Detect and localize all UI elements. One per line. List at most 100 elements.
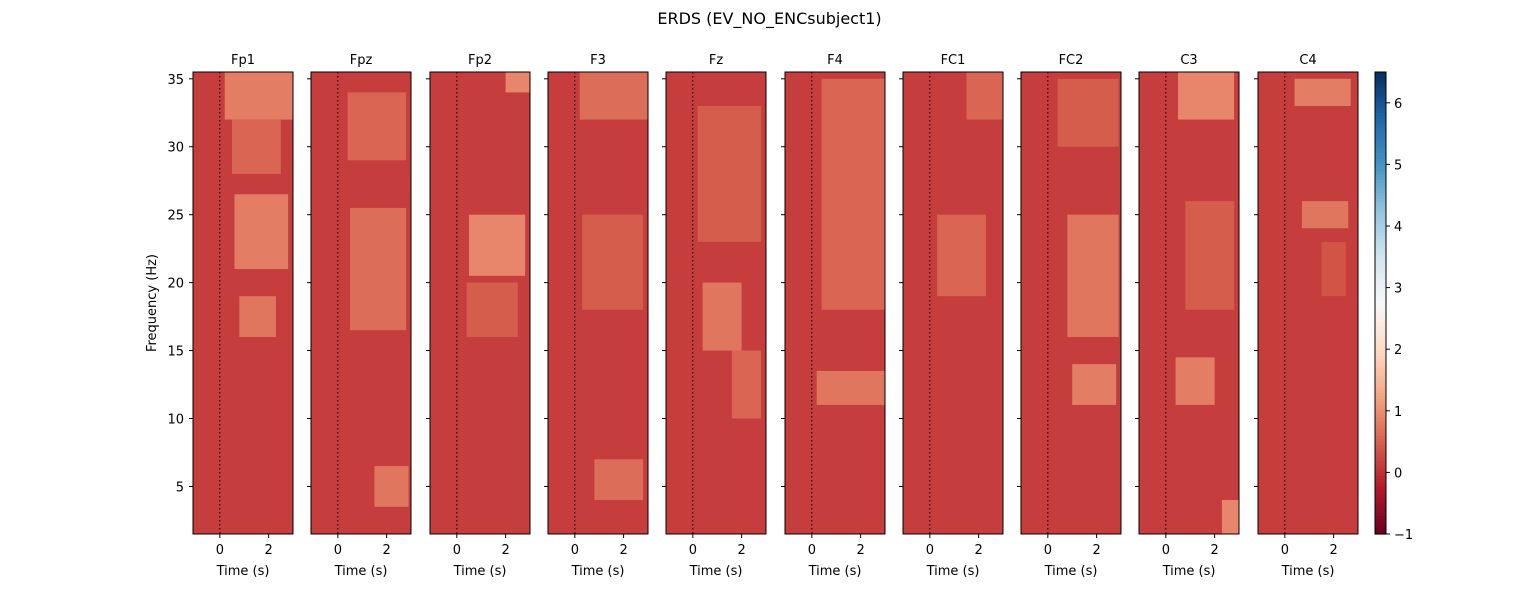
colorbar-segment — [1375, 152, 1386, 156]
colorbar-segment — [1375, 373, 1386, 378]
x-tick-label: 2 — [619, 543, 627, 558]
colorbar-segment — [1375, 145, 1386, 150]
colorbar-segment — [1375, 441, 1386, 446]
colorbar-segment — [1375, 93, 1386, 98]
colorbar-segment — [1375, 84, 1386, 88]
colorbar-segment — [1375, 318, 1386, 323]
heatmap-cell-fp2-2 — [466, 282, 518, 337]
colorbar-segment — [1375, 355, 1386, 360]
colorbar-segment — [1375, 429, 1386, 433]
colorbar-segment — [1375, 475, 1386, 480]
colorbar-segment — [1375, 410, 1386, 415]
colorbar-segment — [1375, 235, 1386, 239]
colorbar-segment — [1375, 450, 1386, 455]
heatmap-cell-f3-2 — [594, 459, 644, 501]
colorbar-segment — [1375, 306, 1386, 310]
x-tick-label: 2 — [974, 543, 982, 558]
heatmap-cell-fp2-1 — [469, 214, 526, 276]
colorbar-segment — [1375, 262, 1386, 267]
colorbar-segment — [1375, 244, 1386, 249]
heatmap-cell-f3-0 — [579, 72, 648, 120]
colorbar-segment — [1375, 250, 1386, 255]
colorbar-segment — [1375, 370, 1386, 375]
colorbar-segment — [1375, 96, 1386, 101]
colorbar-segment — [1375, 124, 1386, 129]
colorbar-segment — [1375, 139, 1386, 144]
colorbar-segment — [1375, 287, 1386, 292]
colorbar-segment — [1375, 105, 1386, 110]
colorbar-segment — [1375, 290, 1386, 295]
colorbar-segment — [1375, 426, 1386, 430]
heatmap-cell-fp2-0 — [505, 72, 530, 93]
heatmap-cell-fz-1 — [702, 282, 742, 351]
colorbar-segment — [1375, 315, 1386, 319]
colorbar-segment — [1375, 398, 1386, 403]
x-axis-label: Time (s) — [1044, 564, 1098, 579]
heatmap-cell-fc1-1 — [937, 214, 986, 297]
colorbar-segment — [1375, 201, 1386, 206]
subplot-frame-c3 — [1138, 71, 1240, 535]
x-tick-label: 2 — [501, 543, 509, 558]
colorbar-segment — [1375, 136, 1386, 141]
colorbar-segment — [1375, 383, 1386, 387]
y-tick-label: 10 — [167, 413, 184, 428]
heatmap-cell-fpz-2 — [374, 466, 409, 507]
colorbar-segment — [1375, 185, 1386, 190]
heatmap-cell-fc2-0 — [1057, 78, 1119, 147]
subplot-frame-fp1 — [192, 71, 294, 535]
heatmap-cell-c3-3 — [1221, 500, 1239, 534]
x-axis-label: Time (s) — [689, 564, 743, 579]
colorbar-segment — [1375, 389, 1386, 393]
colorbar-segment — [1375, 530, 1386, 535]
x-tick-label: 2 — [1329, 543, 1337, 558]
colorbar-segment — [1375, 195, 1386, 199]
x-axis-label: Time (s) — [808, 564, 862, 579]
subplot-frame-fpz — [310, 71, 412, 535]
colorbar-segment — [1375, 509, 1386, 514]
colorbar-tick-label: −1 — [1394, 528, 1413, 543]
heatmap-cell-fc2-2 — [1072, 364, 1117, 405]
colorbar-segment — [1375, 232, 1386, 236]
x-tick-label: 0 — [216, 543, 224, 558]
colorbar-segment — [1375, 493, 1386, 498]
colorbar-segment — [1375, 207, 1386, 212]
x-axis-label: Time (s) — [453, 564, 507, 579]
colorbar-segment — [1375, 515, 1386, 520]
colorbar-segment — [1375, 127, 1386, 132]
colorbar-segment — [1375, 238, 1386, 242]
heatmap-cell-fc1-0 — [966, 72, 1003, 120]
colorbar-segment — [1375, 457, 1386, 461]
colorbar-tick-label: 6 — [1394, 97, 1402, 112]
colorbar-segment — [1375, 527, 1386, 532]
colorbar-segment — [1375, 395, 1386, 400]
colorbar-segment — [1375, 521, 1386, 526]
y-tick-label: 30 — [167, 141, 184, 156]
x-tick-label: 0 — [1281, 543, 1289, 558]
heatmap-cell-f4-0 — [821, 78, 885, 310]
colorbar-segment — [1375, 142, 1386, 147]
heatmap-cell-f4-1 — [816, 370, 885, 405]
y-tick-label: 20 — [167, 277, 184, 292]
colorbar-segment — [1375, 72, 1386, 76]
heatmap-cell-c4-0 — [1294, 78, 1351, 106]
x-tick-label: 0 — [689, 543, 697, 558]
colorbar-segment — [1375, 349, 1386, 353]
heatmap-cell-c3-1 — [1185, 201, 1235, 310]
subplot-title-fp2: Fp2 — [468, 53, 492, 68]
colorbar-segment — [1375, 155, 1386, 159]
colorbar-tick-label: 3 — [1394, 282, 1402, 297]
colorbar-segment — [1375, 524, 1386, 529]
colorbar-segment — [1375, 392, 1386, 396]
colorbar-segment — [1375, 343, 1386, 347]
colorbar-segment — [1375, 213, 1386, 218]
colorbar-segment — [1375, 497, 1386, 501]
colorbar-segment — [1375, 466, 1386, 470]
y-tick-label: 25 — [167, 209, 184, 224]
subplot-title-fpz: Fpz — [350, 53, 373, 68]
y-tick-label: 15 — [167, 345, 184, 360]
colorbar-segment — [1375, 312, 1386, 316]
colorbar-segment — [1375, 173, 1386, 178]
colorbar-segment — [1375, 416, 1386, 421]
colorbar-segment — [1375, 198, 1386, 202]
colorbar-segment — [1375, 99, 1386, 104]
